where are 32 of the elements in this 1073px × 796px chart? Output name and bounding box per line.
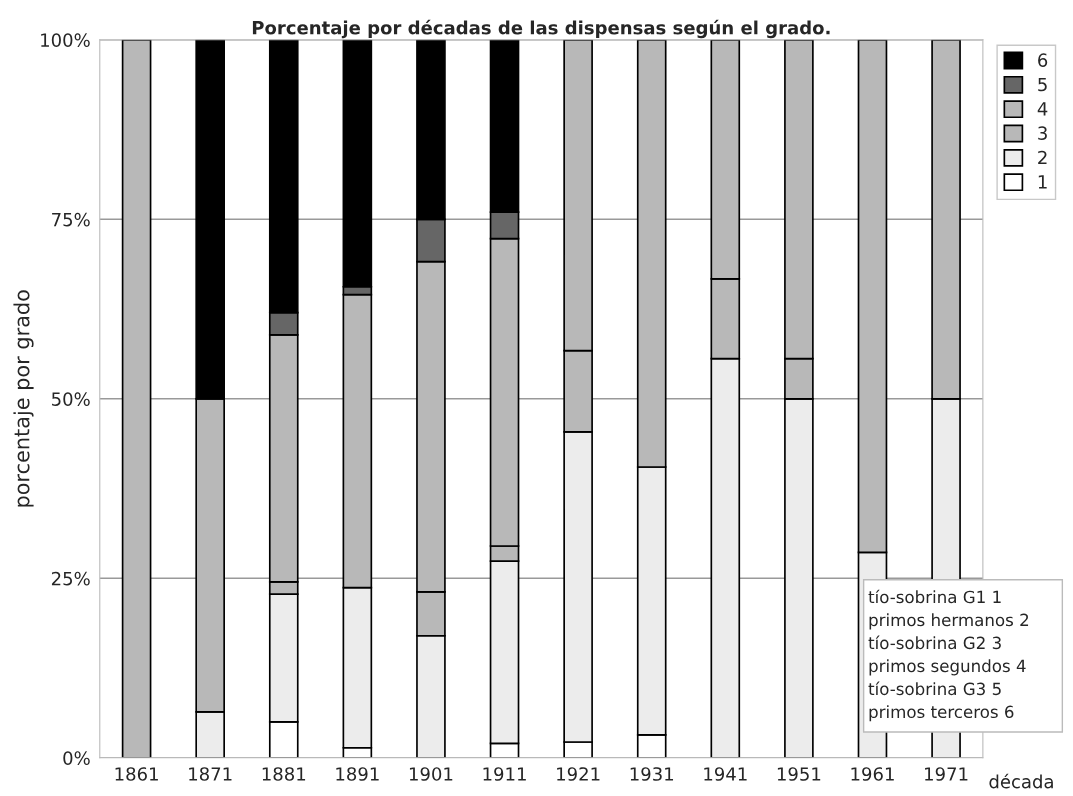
x-tick-label: 1971: [925, 767, 968, 781]
x-tick-label: 1921: [557, 767, 600, 781]
x-tick-label: 1871: [189, 767, 232, 781]
y-tick-label: 50%: [52, 392, 90, 406]
legend-label: 6: [1038, 53, 1048, 67]
legend-label: 3: [1038, 126, 1047, 140]
legend-label: 1: [1038, 175, 1047, 189]
x-axis-title: década: [989, 773, 1053, 789]
y-tick-label: 75%: [52, 212, 90, 227]
x-tick-label: 1931: [630, 767, 674, 781]
y-tick-label: 25%: [51, 571, 90, 586]
x-tick-label: 1951: [777, 767, 821, 781]
annotation: primos segundos 4: [869, 659, 1026, 676]
y-axis-title: porcentaje por grado: [13, 290, 34, 507]
chart-title: Porcentaje por décadas de las dispensas según el grado.: [252, 19, 830, 39]
annotation: tío-sobrina G1 1: [868, 589, 1001, 604]
x-tick-label: 1901: [409, 767, 453, 781]
x-tick-label: 1861: [115, 767, 158, 781]
x-tick-label: 1891: [336, 767, 379, 781]
annotation: primos terceros 6: [869, 705, 1014, 722]
legend-label: 5: [1038, 77, 1047, 92]
x-tick-label: 1941: [704, 767, 747, 781]
legend-label: 2: [1038, 150, 1047, 165]
legend-label: 4: [1037, 102, 1048, 116]
y-tick-label: 0%: [63, 751, 90, 765]
x-tick-label: 1881: [262, 767, 306, 781]
y-tick-label: 100%: [41, 33, 90, 47]
x-tick-label: 1911: [483, 767, 526, 781]
annotation: primos hermanos 2: [869, 613, 1029, 630]
annotation: tío-sobrina G3 5: [868, 681, 1001, 696]
x-tick-label: 1961: [851, 767, 894, 781]
annotation: tío-sobrina G2 3: [868, 635, 1001, 650]
